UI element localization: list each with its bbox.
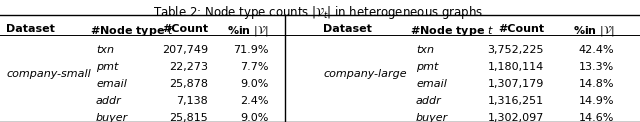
Text: company-large: company-large — [323, 69, 407, 79]
Text: 25,878: 25,878 — [169, 79, 208, 89]
Text: Dataset: Dataset — [6, 24, 55, 34]
Text: #Count: #Count — [498, 24, 544, 34]
Text: 7.7%: 7.7% — [240, 62, 269, 72]
Text: 2.4%: 2.4% — [240, 96, 269, 106]
Text: email: email — [96, 79, 127, 89]
Text: 71.9%: 71.9% — [234, 45, 269, 55]
Text: 14.8%: 14.8% — [579, 79, 614, 89]
Text: 1,307,179: 1,307,179 — [488, 79, 544, 89]
Text: 42.4%: 42.4% — [579, 45, 614, 55]
Text: 3,752,225: 3,752,225 — [488, 45, 544, 55]
Text: Dataset: Dataset — [323, 24, 372, 34]
Text: 13.3%: 13.3% — [579, 62, 614, 72]
Text: company-small: company-small — [6, 69, 91, 79]
Text: addr: addr — [416, 96, 442, 106]
Text: 207,749: 207,749 — [162, 45, 208, 55]
Text: txn: txn — [96, 45, 114, 55]
Text: #Node type $t$: #Node type $t$ — [90, 24, 174, 38]
Text: 14.6%: 14.6% — [579, 113, 614, 122]
Text: 1,180,114: 1,180,114 — [488, 62, 544, 72]
Text: 25,815: 25,815 — [169, 113, 208, 122]
Text: #Node type $t$: #Node type $t$ — [410, 24, 494, 38]
Text: addr: addr — [96, 96, 122, 106]
Text: 7,138: 7,138 — [176, 96, 208, 106]
Text: Table 2: Node type counts $|\mathcal{V}_t|$ in heterogeneous graphs.: Table 2: Node type counts $|\mathcal{V}_… — [154, 4, 486, 21]
Text: 9.0%: 9.0% — [241, 113, 269, 122]
Text: 9.0%: 9.0% — [241, 79, 269, 89]
Text: txn: txn — [416, 45, 434, 55]
Text: email: email — [416, 79, 447, 89]
Text: %in $|\mathcal{V}|$: %in $|\mathcal{V}|$ — [573, 24, 614, 38]
Text: pmt: pmt — [96, 62, 118, 72]
Text: buyer: buyer — [96, 113, 128, 122]
Text: 1,316,251: 1,316,251 — [488, 96, 544, 106]
Text: pmt: pmt — [416, 62, 438, 72]
Text: 22,273: 22,273 — [169, 62, 208, 72]
Text: 1,302,097: 1,302,097 — [488, 113, 544, 122]
Text: #Count: #Count — [162, 24, 208, 34]
Text: %in $|\mathcal{V}|$: %in $|\mathcal{V}|$ — [227, 24, 269, 38]
Text: buyer: buyer — [416, 113, 448, 122]
Text: 14.9%: 14.9% — [579, 96, 614, 106]
